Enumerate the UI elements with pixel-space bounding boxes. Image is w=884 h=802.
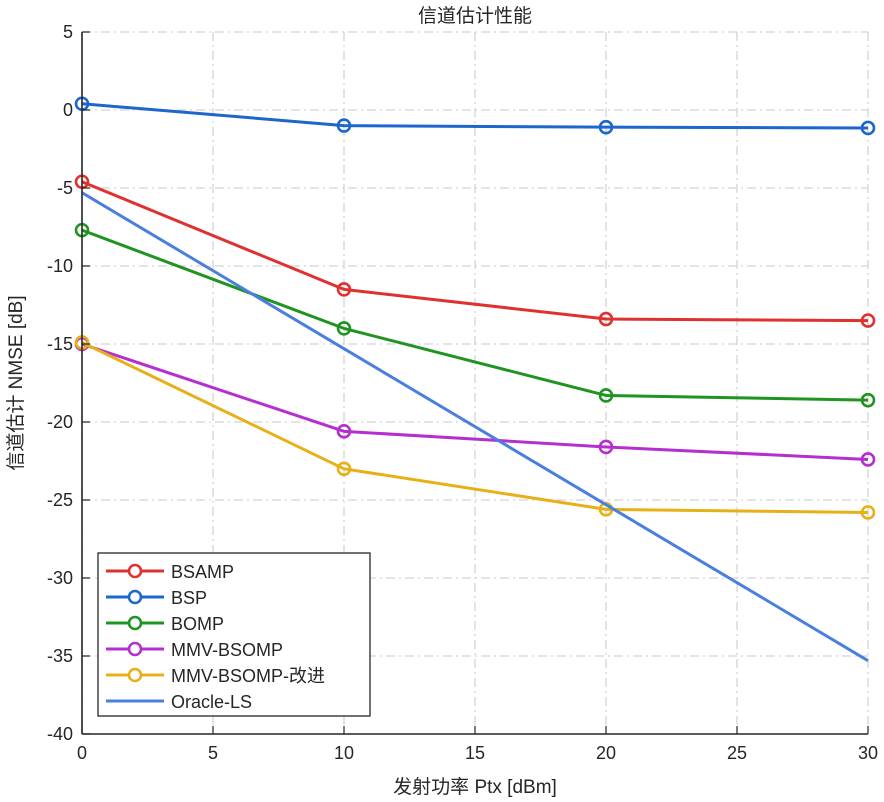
legend-label: BSP [171, 588, 207, 608]
y-tick-label: -10 [47, 256, 73, 276]
x-axis-label: 发射功率 Ptx [dBm] [393, 776, 557, 798]
series-line-MMV-BSOMP-改进 [81, 341, 869, 514]
series-line-BSAMP [81, 180, 869, 323]
data-point-BSP [598, 119, 614, 135]
y-axis-label: 信道估计 NMSE [dB] [5, 295, 27, 470]
chart-title: 信道估计性能 [418, 5, 532, 27]
x-tick-label: 30 [858, 743, 878, 763]
legend: BSAMP BSP BOMP MMV-BSOMP MMV-BSOMP-改进 Oracle-… [97, 552, 371, 717]
series-line-MMV-BSOMP [81, 342, 869, 461]
series-line-Oracle-LS [81, 191, 869, 662]
legend-box [97, 552, 371, 717]
y-tick-label: -5 [57, 178, 73, 198]
data-point-MMV-BSOMP [860, 452, 876, 467]
legend-label: MMV-BSOMP [171, 640, 283, 660]
data-point-BSP [860, 120, 876, 136]
y-tick-label: -30 [47, 568, 73, 588]
legend-label: BOMP [171, 614, 224, 634]
legend-label: MMV-BSOMP-改进 [171, 666, 325, 686]
data-point-MMV-BSOMP-改进 [336, 461, 352, 477]
x-tick-label: 15 [465, 743, 485, 763]
data-point-BSP [336, 118, 352, 133]
data-point-BOMP [336, 321, 352, 336]
y-tick-label: -20 [47, 412, 73, 432]
data-point-BSAMP [336, 282, 352, 297]
y-tick-label: -15 [47, 334, 73, 354]
x-tick-label: 25 [727, 743, 747, 763]
data-point-MMV-BSOMP [598, 439, 614, 455]
data-point-MMV-BSOMP-改进 [860, 505, 876, 520]
series-line-BSP [81, 102, 869, 130]
legend-marker-BSAMP [127, 563, 143, 579]
data-point-BSAMP [860, 313, 876, 328]
legend-marker-MMV-BSOMP [127, 641, 143, 657]
y-tick-label: 5 [63, 22, 73, 42]
series-line-BOMP [81, 228, 869, 402]
legend-marker-MMV-BSOMP-改进 [127, 667, 143, 683]
series-layer [74, 96, 876, 662]
x-tick-label: 5 [208, 743, 218, 763]
y-tick-label: -35 [47, 646, 73, 666]
legend-marker-BOMP [127, 615, 143, 631]
y-tick-label: -25 [47, 490, 73, 510]
data-point-BOMP [598, 388, 614, 403]
x-tick-label: 20 [596, 743, 616, 763]
data-point-MMV-BSOMP [336, 424, 352, 439]
x-tick-label: 0 [77, 743, 87, 763]
y-tick-label: 0 [63, 100, 73, 120]
data-point-BOMP [860, 392, 876, 408]
data-point-BSAMP [598, 311, 614, 327]
y-tick-label: -40 [47, 724, 73, 744]
x-tick-label: 10 [334, 743, 354, 763]
legend-marker-BSP [127, 589, 143, 605]
legend-label: BSAMP [171, 562, 234, 582]
axes: 0 5 10 15 20 25 30 5 0 -5 -10 -15 -20 -25 -30 -35 -40 [47, 22, 878, 763]
legend-label: Oracle-LS [171, 692, 252, 712]
